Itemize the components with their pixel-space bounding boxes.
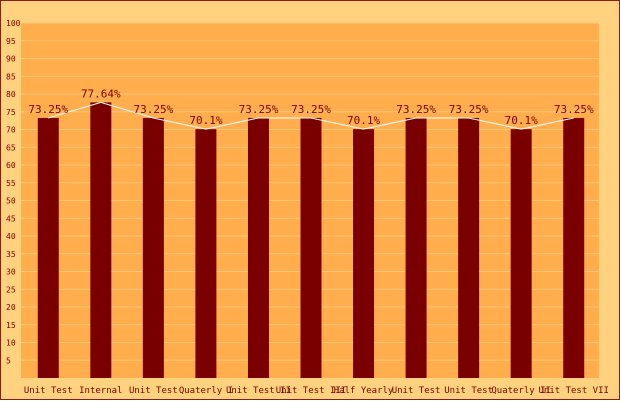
x-category-label: Unit Test VII xyxy=(539,386,609,396)
x-category-label: Unit Test xyxy=(129,386,178,396)
bar xyxy=(195,129,217,378)
bar xyxy=(300,117,322,379)
x-category-label: Unit Test III xyxy=(276,386,346,396)
y-tick-label: 35 xyxy=(6,250,16,259)
y-tick-label: 70 xyxy=(6,126,16,135)
y-tick-label: 10 xyxy=(6,339,16,348)
x-category-label: Unit Test xyxy=(24,386,73,396)
series-line xyxy=(48,101,574,130)
bar xyxy=(90,102,112,379)
data-label: 70.1% xyxy=(347,114,380,127)
data-label: 73.25% xyxy=(133,103,173,116)
x-category-label: Internal xyxy=(79,386,122,396)
data-label: 73.25% xyxy=(239,103,279,116)
y-tick-label: 95 xyxy=(6,37,16,46)
y-tick-label: 5 xyxy=(6,356,11,365)
bar xyxy=(247,117,269,379)
data-label: 73.25% xyxy=(449,103,489,116)
y-tick-label: 50 xyxy=(6,197,16,206)
y-tick-label: 25 xyxy=(6,285,16,294)
y-tick-label: 15 xyxy=(6,321,16,330)
data-label: 73.25% xyxy=(554,103,594,116)
data-label: 73.25% xyxy=(291,103,331,116)
bar xyxy=(563,117,585,379)
bar xyxy=(510,129,532,378)
bar xyxy=(142,117,164,379)
bar xyxy=(353,129,375,378)
y-tick-label: 45 xyxy=(6,214,16,223)
bar xyxy=(405,117,427,379)
y-tick-label: 30 xyxy=(6,268,16,277)
y-tick-label: 75 xyxy=(6,108,16,117)
y-tick-label: 40 xyxy=(6,232,16,241)
y-tick-label: 90 xyxy=(6,55,16,64)
data-label: 73.25% xyxy=(28,103,68,116)
y-tick-label: 85 xyxy=(6,72,16,81)
data-label: 77.64% xyxy=(81,87,121,100)
x-category-label: Unit Test II xyxy=(226,386,291,396)
y-tick-label: 60 xyxy=(6,161,16,170)
bar xyxy=(458,117,480,379)
x-category-label: Quaterly II xyxy=(491,386,551,396)
data-label: 70.1% xyxy=(505,114,538,127)
y-tick-label: 100 xyxy=(6,19,21,28)
y-tick-label: 80 xyxy=(6,90,16,99)
x-category-label: Quaterly I xyxy=(179,386,233,396)
data-label: 70.1% xyxy=(189,114,222,127)
x-category-label: Unit Test xyxy=(392,386,441,396)
y-tick-label: 20 xyxy=(6,303,16,312)
y-tick-label: 55 xyxy=(6,179,16,188)
x-category-label: Unit Test xyxy=(444,386,493,396)
data-label: 73.25% xyxy=(396,103,436,116)
x-category-label: Half Yearly xyxy=(334,386,394,396)
bar xyxy=(37,117,59,379)
y-tick-label: 65 xyxy=(6,143,16,152)
